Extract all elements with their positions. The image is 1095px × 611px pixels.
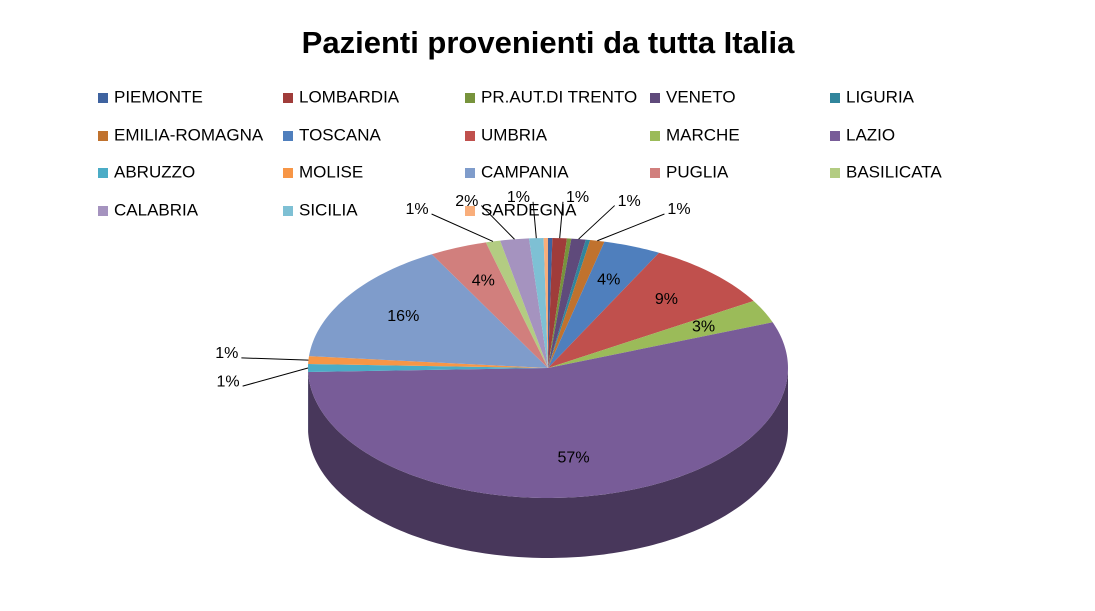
data-label: 1%	[217, 373, 240, 390]
legend-label: CAMPANIA	[481, 162, 569, 181]
leader-line	[242, 367, 309, 387]
pie-slice	[548, 238, 586, 368]
legend-swatch	[98, 131, 108, 141]
pie-slice	[309, 254, 548, 368]
pie-slice	[548, 240, 605, 368]
legend-swatch	[465, 168, 475, 178]
leader-line	[559, 201, 564, 239]
legend-swatch	[283, 206, 293, 216]
legend-swatch	[98, 168, 108, 178]
data-label: 4%	[472, 272, 495, 289]
pie-slice	[548, 300, 773, 368]
chart-title: Pazienti provenienti da tutta Italia	[302, 25, 795, 60]
data-label: 57%	[558, 449, 590, 466]
legend-label: MARCHE	[666, 125, 740, 144]
data-label: 1%	[618, 193, 641, 210]
leader-line	[597, 213, 665, 242]
data-label: 16%	[387, 308, 419, 325]
pie-slice	[548, 241, 660, 368]
legend-label: BASILICATA	[846, 162, 942, 181]
legend-label: MOLISE	[299, 162, 363, 181]
legend-swatch	[650, 168, 660, 178]
data-label: 4%	[597, 272, 620, 289]
legend-label: PR.AUT.DI TRENTO	[481, 87, 637, 106]
pie-slice	[529, 238, 548, 368]
legend-swatch	[465, 206, 475, 216]
data-label: 1%	[215, 345, 238, 362]
data-label: 1%	[405, 201, 428, 218]
pie-slice	[308, 322, 788, 498]
legend-swatch	[283, 168, 293, 178]
leader-line	[480, 205, 515, 240]
data-label: 1%	[667, 201, 690, 218]
pie-slice	[431, 242, 548, 368]
legend-swatch	[830, 168, 840, 178]
legend-swatch	[830, 93, 840, 103]
legend-label: CALABRIA	[114, 200, 199, 219]
data-label: 9%	[655, 291, 678, 308]
pie-slice	[485, 240, 548, 368]
pie-slice	[548, 252, 754, 368]
legend-label: SICILIA	[299, 200, 358, 219]
leader-line	[578, 205, 615, 240]
legend-swatch	[465, 131, 475, 141]
pie-side	[308, 368, 788, 558]
legend-label: ABRUZZO	[114, 162, 195, 181]
leader-line	[241, 357, 309, 361]
legend-swatch	[283, 93, 293, 103]
pie-slice	[308, 364, 548, 372]
legend-label: LOMBARDIA	[299, 87, 400, 106]
legend-label: SARDEGNA	[481, 200, 577, 219]
legend-swatch	[98, 93, 108, 103]
legend-swatch	[98, 206, 108, 216]
legend-swatch	[650, 131, 660, 141]
data-label: 1%	[566, 189, 589, 206]
legend-swatch	[830, 131, 840, 141]
data-label: 3%	[692, 318, 715, 335]
legend-swatch	[283, 131, 293, 141]
pie-slice	[548, 239, 591, 368]
pie-slice	[548, 238, 567, 368]
leader-line	[532, 201, 537, 239]
legend-label: PIEMONTE	[114, 87, 203, 106]
legend-label: LIGURIA	[846, 87, 915, 106]
legend-label: EMILIA-ROMAGNA	[114, 125, 264, 144]
legend-label: PUGLIA	[666, 162, 729, 181]
pie-slice	[543, 238, 548, 368]
pie-slice	[548, 238, 553, 368]
data-label: 1%	[507, 189, 530, 206]
legend-swatch	[465, 93, 475, 103]
legend-label: UMBRIA	[481, 125, 548, 144]
legend-label: VENETO	[666, 87, 736, 106]
legend-label: LAZIO	[846, 125, 895, 144]
pie-slice	[308, 356, 548, 368]
legend-swatch	[650, 93, 660, 103]
pie-slice	[500, 238, 548, 368]
data-label: 2%	[455, 193, 478, 210]
legend-label: TOSCANA	[299, 125, 382, 144]
leader-line	[431, 213, 494, 242]
pie-slice	[548, 238, 572, 368]
